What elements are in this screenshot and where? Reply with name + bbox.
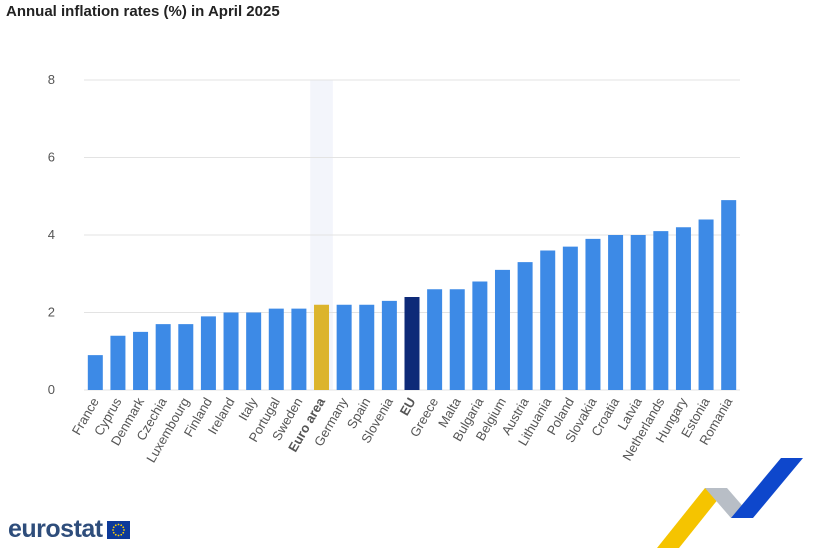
bar-croatia[interactable] — [608, 235, 624, 390]
y-tick-label: 0 — [48, 382, 55, 397]
bar-sweden[interactable] — [291, 308, 307, 390]
bar-finland[interactable] — [200, 316, 216, 390]
bar-italy[interactable] — [246, 312, 262, 391]
bar-spain[interactable] — [359, 304, 375, 390]
decorative-swoosh — [657, 458, 803, 548]
bar-hungary[interactable] — [675, 227, 691, 390]
bar-denmark[interactable] — [133, 331, 149, 390]
bar-belgium[interactable] — [494, 269, 510, 390]
eurostat-logo: eurostat — [8, 515, 103, 543]
bar-eu[interactable] — [404, 297, 420, 390]
bar-portugal[interactable] — [268, 308, 284, 390]
bar-bulgaria[interactable] — [472, 281, 488, 391]
bar-malta[interactable] — [449, 289, 465, 390]
bar-slovenia[interactable] — [381, 300, 397, 390]
y-tick-label: 6 — [48, 150, 55, 165]
bar-euro-area[interactable] — [314, 304, 330, 390]
bar-slovakia[interactable] — [585, 238, 601, 390]
bar-greece[interactable] — [427, 289, 443, 390]
bar-romania[interactable] — [721, 200, 737, 390]
bar-cyprus[interactable] — [110, 335, 126, 390]
bar-latvia[interactable] — [630, 235, 646, 390]
bar-poland[interactable] — [562, 246, 578, 390]
bar-austria[interactable] — [517, 262, 533, 390]
x-tick-label: EU — [397, 395, 419, 418]
bar-czechia[interactable] — [155, 324, 171, 390]
bar-germany[interactable] — [336, 304, 352, 390]
eu-flag-icon — [107, 521, 130, 539]
chart-title: Annual inflation rates (%) in April 2025 — [6, 3, 280, 20]
y-tick-label: 8 — [48, 72, 55, 87]
y-tick-label: 4 — [48, 227, 55, 242]
bar-lithuania[interactable] — [540, 250, 556, 391]
bar-luxembourg[interactable] — [178, 324, 194, 390]
bar-ireland[interactable] — [223, 312, 239, 391]
bar-netherlands[interactable] — [653, 231, 669, 390]
y-tick-label: 2 — [48, 305, 55, 320]
bar-france[interactable] — [87, 355, 103, 390]
bar-estonia[interactable] — [698, 219, 714, 391]
